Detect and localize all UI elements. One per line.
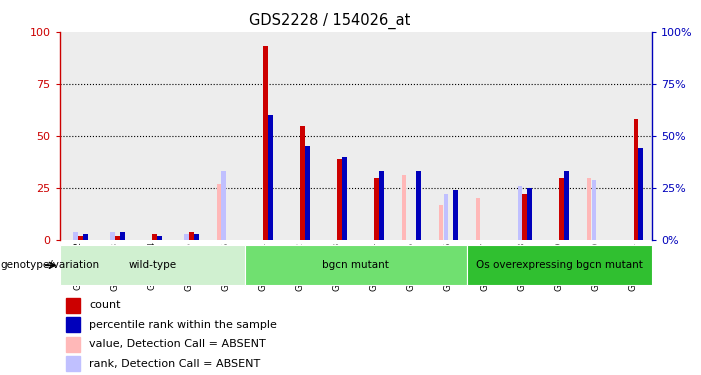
Bar <box>639 148 643 240</box>
Bar <box>319 32 355 240</box>
Bar <box>305 146 310 240</box>
Bar <box>207 32 245 240</box>
Bar <box>189 232 194 240</box>
Text: count: count <box>89 300 121 310</box>
Bar <box>467 32 504 240</box>
Bar <box>65 337 81 352</box>
Bar <box>337 159 342 240</box>
Bar <box>157 236 162 240</box>
Bar <box>342 157 347 240</box>
Bar <box>83 234 88 240</box>
Bar <box>184 234 189 240</box>
Bar <box>522 194 527 240</box>
FancyBboxPatch shape <box>245 246 467 285</box>
Bar <box>74 232 78 240</box>
Bar <box>355 32 393 240</box>
Bar <box>282 32 319 240</box>
Bar <box>402 176 407 240</box>
Text: percentile rank within the sample: percentile rank within the sample <box>89 320 277 330</box>
Bar <box>264 46 268 240</box>
Bar <box>134 32 170 240</box>
Bar <box>268 115 273 240</box>
Bar <box>65 317 81 332</box>
Bar <box>615 32 652 240</box>
Text: genotype/variation: genotype/variation <box>1 261 100 270</box>
Bar <box>115 236 120 240</box>
Text: rank, Detection Call = ABSENT: rank, Detection Call = ABSENT <box>89 359 261 369</box>
Text: GDS2228 / 154026_at: GDS2228 / 154026_at <box>249 13 410 29</box>
Text: Os overexpressing bgcn mutant: Os overexpressing bgcn mutant <box>476 260 643 270</box>
Bar <box>217 184 222 240</box>
Bar <box>587 178 592 240</box>
Text: bgcn mutant: bgcn mutant <box>322 260 389 270</box>
Bar <box>634 119 638 240</box>
Bar <box>65 298 81 313</box>
Bar <box>517 186 522 240</box>
FancyBboxPatch shape <box>60 246 245 285</box>
Bar <box>527 188 532 240</box>
Bar <box>454 190 458 240</box>
Bar <box>65 356 81 371</box>
Bar <box>374 178 379 240</box>
Bar <box>592 180 597 240</box>
Bar <box>194 234 198 240</box>
Bar <box>60 32 97 240</box>
Bar <box>152 234 157 240</box>
Bar <box>430 32 467 240</box>
Bar <box>476 198 480 240</box>
Bar <box>444 194 448 240</box>
Text: wild-type: wild-type <box>128 260 176 270</box>
Bar <box>300 126 305 240</box>
FancyBboxPatch shape <box>467 246 652 285</box>
Bar <box>379 171 383 240</box>
Bar <box>222 171 226 240</box>
Bar <box>504 32 541 240</box>
Bar <box>245 32 282 240</box>
Bar <box>541 32 578 240</box>
Bar <box>79 236 83 240</box>
Bar <box>111 232 115 240</box>
Bar <box>97 32 134 240</box>
Bar <box>170 32 207 240</box>
Bar <box>564 171 569 240</box>
Text: value, Detection Call = ABSENT: value, Detection Call = ABSENT <box>89 339 266 349</box>
Bar <box>578 32 615 240</box>
Bar <box>416 171 421 240</box>
Bar <box>559 178 564 240</box>
Bar <box>120 232 125 240</box>
Bar <box>439 205 443 240</box>
Bar <box>393 32 430 240</box>
